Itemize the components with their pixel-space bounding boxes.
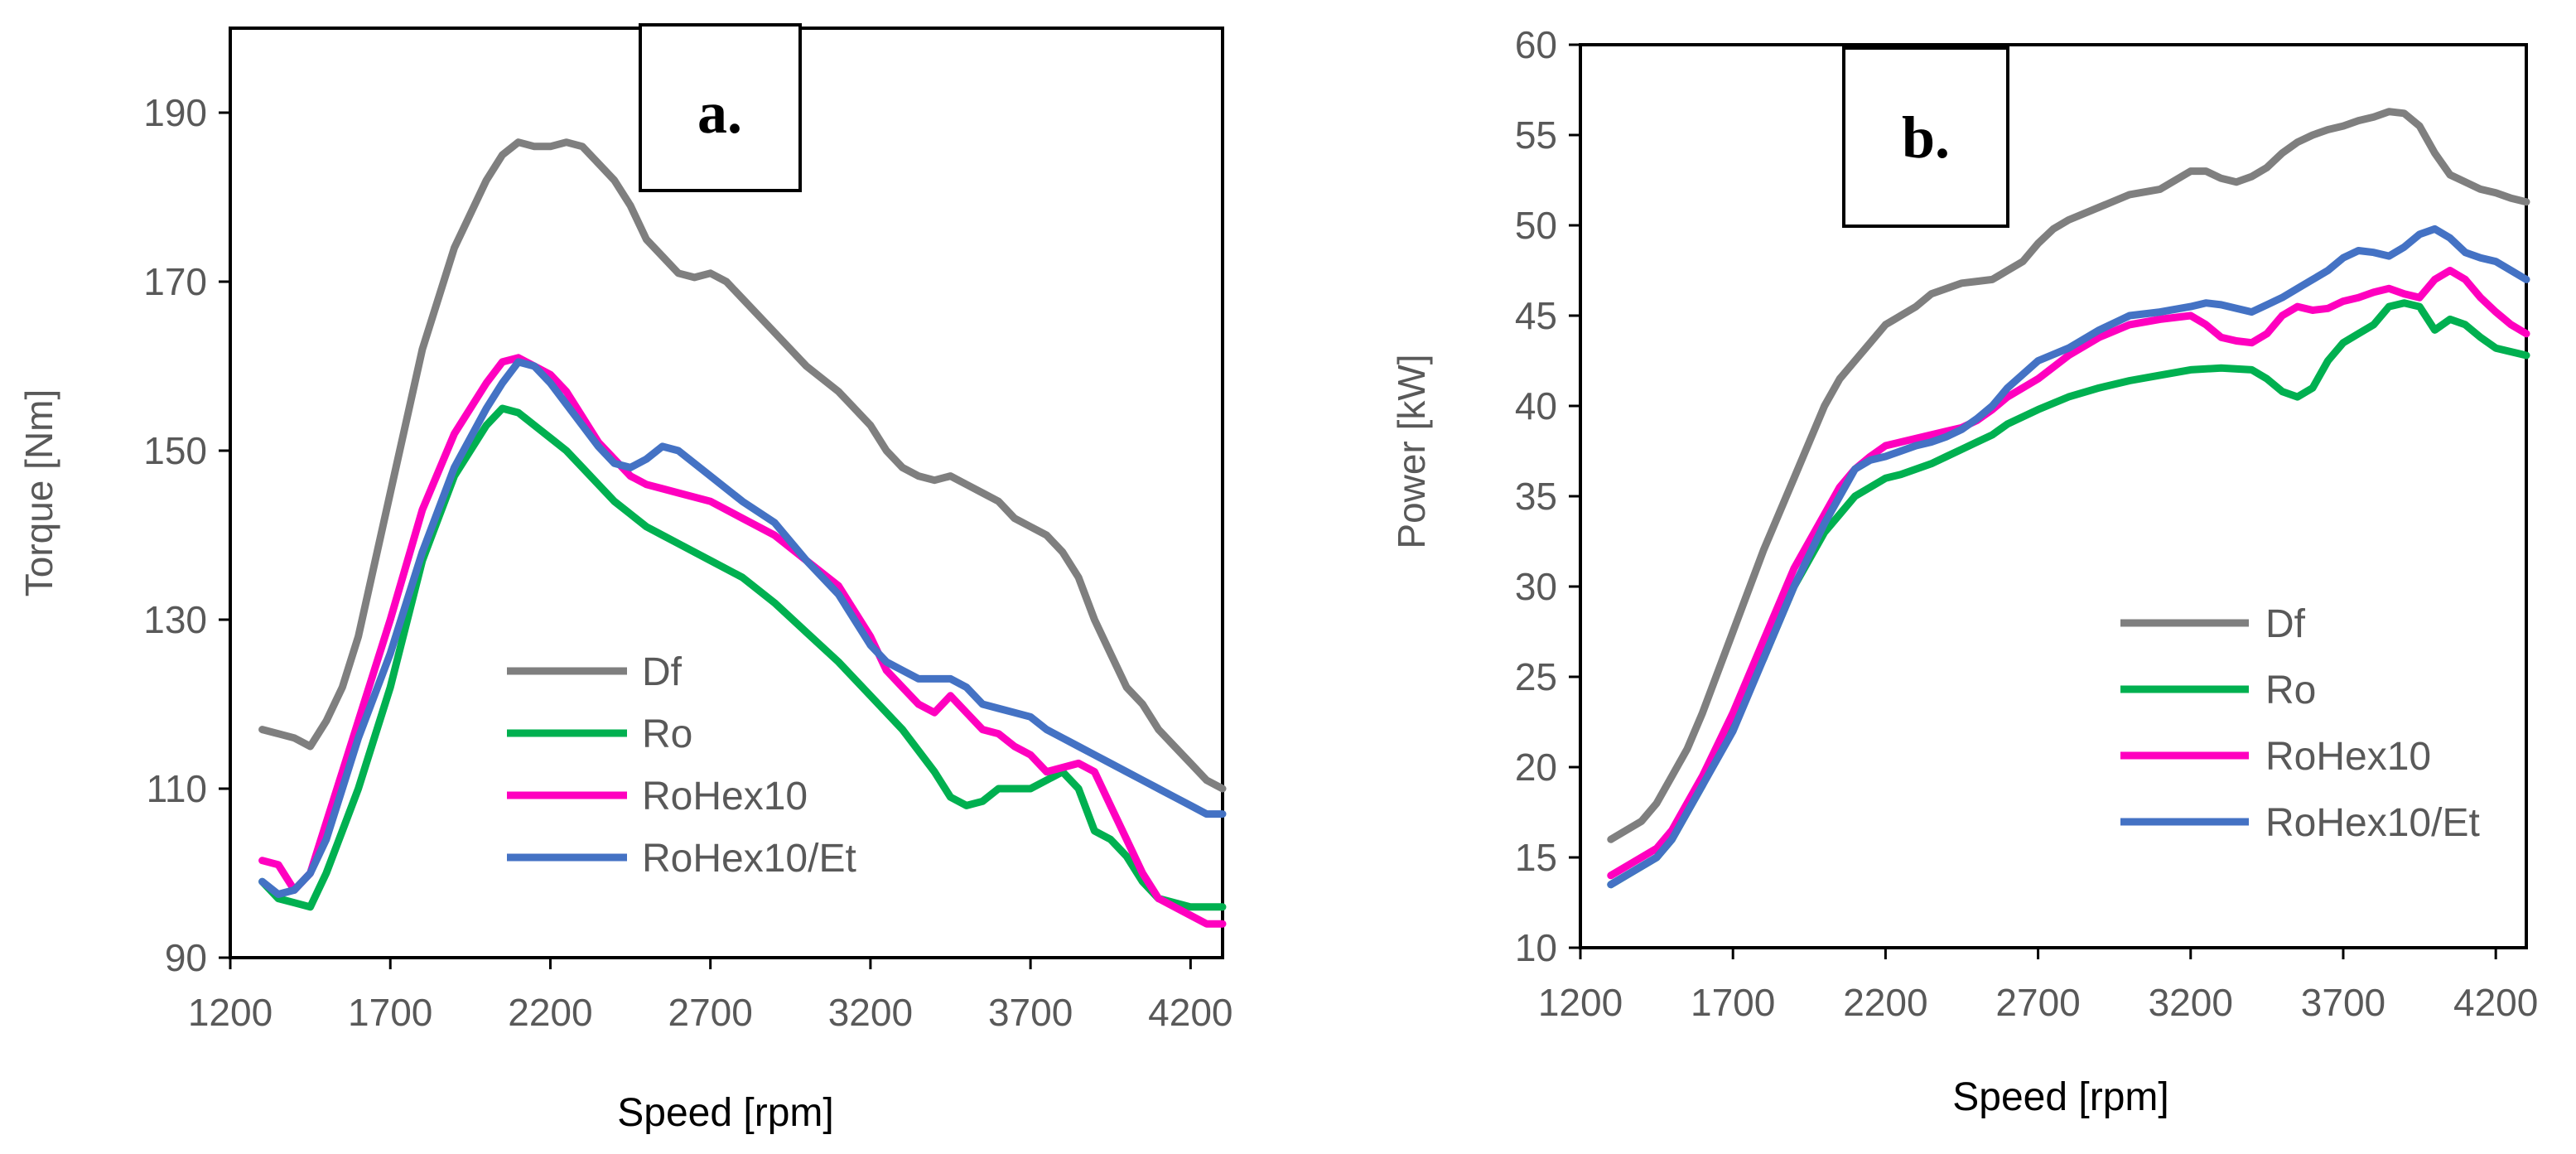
legend-label-a-1: Ro bbox=[642, 712, 692, 756]
chart-panel-b: 1200 1700 2200 2700 3200 3700 4200 10 15 20 25 30 35… bbox=[1390, 23, 2538, 1119]
x-tick-label-a-4: 3200 bbox=[828, 991, 913, 1034]
x-tick-label-b-0: 1200 bbox=[1538, 981, 1623, 1024]
x-tick-label-b-6: 4200 bbox=[2453, 981, 2538, 1024]
legend-label-b-1: Ro bbox=[2265, 669, 2316, 712]
y-tick-label-b-9: 55 bbox=[1515, 113, 1557, 157]
y-tick-label-b-6: 40 bbox=[1515, 384, 1557, 427]
x-tick-label-a-1: 1700 bbox=[348, 991, 432, 1034]
y-tick-label-a-4: 170 bbox=[143, 260, 207, 303]
y-tick-label-a-1: 110 bbox=[147, 767, 207, 810]
x-axis-title-a: Speed [rpm] bbox=[617, 1091, 833, 1135]
legend-label-a-3: RoHex10/Et bbox=[642, 837, 856, 881]
legend-a: Df Ro RoHex10 RoHex10/Et bbox=[507, 650, 856, 881]
y-axis-title-b: Power [kW] bbox=[1390, 354, 1433, 548]
y-tick-label-b-10: 60 bbox=[1515, 23, 1557, 66]
y-tick-label-a-5: 190 bbox=[143, 91, 207, 134]
legend-label-b-3: RoHex10/Et bbox=[2265, 801, 2480, 845]
series-group-a bbox=[258, 138, 1227, 928]
tick-group-b: 1200 1700 2200 2700 3200 3700 4200 10 15 20 25 30 35… bbox=[1515, 23, 2539, 1024]
x-axis-title-b: Speed [rpm] bbox=[1952, 1075, 2168, 1119]
y-tick-label-b-0: 10 bbox=[1515, 926, 1557, 969]
y-tick-label-b-2: 20 bbox=[1515, 746, 1557, 789]
legend-b: Df Ro RoHex10 RoHex10/Et bbox=[2120, 602, 2480, 845]
y-tick-label-a-2: 130 bbox=[143, 598, 207, 641]
y-tick-label-a-3: 150 bbox=[143, 429, 207, 472]
series-line-b-rohex10 bbox=[1607, 267, 2530, 880]
y-tick-label-b-5: 35 bbox=[1515, 475, 1557, 518]
series-line-b-rohex10-et bbox=[1607, 225, 2530, 889]
x-tick-label-b-2: 2200 bbox=[1843, 981, 1927, 1024]
panel-label-a: a. bbox=[697, 80, 742, 146]
panel-label-b: b. bbox=[1902, 104, 1950, 171]
y-axis-title-a: Torque [Nm] bbox=[17, 389, 60, 597]
x-tick-label-a-3: 2700 bbox=[668, 991, 753, 1034]
x-tick-label-b-3: 2700 bbox=[1995, 981, 2080, 1024]
legend-label-a-0: Df bbox=[642, 650, 683, 694]
panel-label-box-a bbox=[639, 23, 802, 192]
x-tick-label-a-6: 4200 bbox=[1148, 991, 1233, 1034]
y-tick-label-b-3: 25 bbox=[1515, 655, 1557, 698]
panel-label-box-b bbox=[1842, 46, 2009, 228]
series-line-a-df bbox=[258, 138, 1227, 793]
legend-label-a-2: RoHex10 bbox=[642, 775, 808, 818]
x-tick-label-b-5: 3700 bbox=[2301, 981, 2385, 1024]
y-tick-label-b-4: 30 bbox=[1515, 565, 1557, 608]
legend-label-b-2: RoHex10 bbox=[2265, 735, 2431, 779]
x-tick-label-b-4: 3200 bbox=[2149, 981, 2233, 1024]
y-tick-label-b-1: 15 bbox=[1515, 836, 1557, 879]
tick-group-a: 1200 1700 2200 2700 3200 3700 4200 90 110 130 150 1… bbox=[143, 91, 1233, 1034]
x-tick-label-a-5: 3700 bbox=[988, 991, 1073, 1034]
plot-area-b bbox=[1579, 43, 2528, 949]
series-line-a-rohex10 bbox=[258, 354, 1227, 928]
x-tick-label-a-0: 1200 bbox=[188, 991, 273, 1034]
x-tick-label-b-1: 1700 bbox=[1691, 981, 1775, 1024]
y-tick-label-a-0: 90 bbox=[165, 936, 207, 979]
series-line-a-rohex10-et bbox=[258, 358, 1227, 898]
y-tick-label-b-8: 50 bbox=[1515, 204, 1557, 247]
legend-label-b-0: Df bbox=[2265, 602, 2306, 646]
series-group-b bbox=[1607, 108, 2530, 889]
chart-panel-a: 1200 1700 2200 2700 3200 3700 4200 90 110 130 150 1… bbox=[17, 23, 1233, 1135]
series-line-b-df bbox=[1607, 108, 2530, 843]
y-tick-label-b-7: 45 bbox=[1515, 294, 1557, 337]
x-tick-label-a-2: 2200 bbox=[508, 991, 592, 1034]
